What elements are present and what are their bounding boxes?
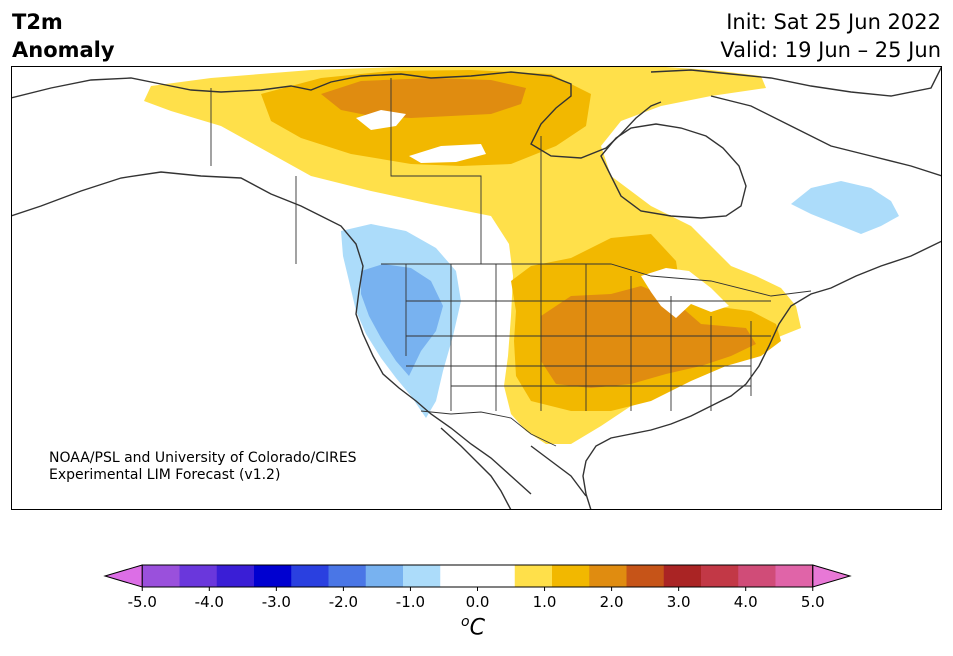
map-frame xyxy=(11,66,942,510)
colorbar-cells xyxy=(103,564,852,588)
cool-anomaly-layer xyxy=(341,181,899,418)
unit-degree: o xyxy=(461,614,470,630)
map-title: T2m Anomaly xyxy=(12,8,115,64)
colorbar-cell xyxy=(142,565,180,587)
political-boundaries xyxy=(210,78,812,447)
credit-line-2: Experimental LIM Forecast (v1.2) xyxy=(49,467,281,483)
mexico-coast xyxy=(440,427,587,510)
colorbar-cell xyxy=(403,565,441,587)
init-date: Init: Sat 25 Jun 2022 xyxy=(726,10,941,34)
colorbar-cell xyxy=(254,565,292,587)
arctic-islands xyxy=(650,66,942,177)
colorbar-min-extend xyxy=(103,564,143,588)
colorbar-tick-label: 5.0 xyxy=(801,593,825,611)
colorbar-tick-label: -2.0 xyxy=(329,593,358,611)
great-lakes xyxy=(641,268,729,318)
hudson-bay-coast xyxy=(600,123,747,219)
colorbar-cell xyxy=(216,565,255,587)
atlantic-gulf-coast xyxy=(582,240,942,510)
canadian-provinces xyxy=(210,78,542,264)
victoria-island-patch xyxy=(356,110,406,130)
west-coast xyxy=(11,71,662,159)
colorbar-tick-label: 3.0 xyxy=(667,593,691,611)
colorbar-cell xyxy=(440,565,478,587)
colorbar-tick-label: -4.0 xyxy=(195,593,224,611)
colorbar-tick-label: 2.0 xyxy=(600,593,624,611)
unplotted-patches xyxy=(356,110,729,318)
colorbar-cell xyxy=(514,565,553,587)
pacific-coast xyxy=(11,171,532,495)
colorbar-cell xyxy=(179,565,218,587)
colorbar-unit-label: oC xyxy=(461,614,485,641)
colorbar-tick-label: -3.0 xyxy=(262,593,291,611)
colorbar-tick-label: -1.0 xyxy=(396,593,425,611)
warm-1-5-region xyxy=(321,78,756,388)
colorbar-cell xyxy=(626,565,665,587)
cool-1-0-west xyxy=(361,264,443,376)
colorbar-cell xyxy=(738,565,776,587)
anomaly-map xyxy=(11,66,942,510)
data-credit: NOAA/PSL and University of Colorado/CIRE… xyxy=(49,450,357,484)
valid-date-range: Valid: 19 Jun – 25 Jun xyxy=(720,38,941,62)
cool-0-5-quebec xyxy=(791,181,899,234)
colorbar-tick-label: 4.0 xyxy=(734,593,758,611)
us-state-lines xyxy=(405,264,771,411)
colorbar-tick-labels: -5.0 -4.0 -3.0 -2.0 -1.0 0.0 1.0 2.0 3.0 4.0 5.0 xyxy=(128,593,825,611)
colorbar-cell xyxy=(775,565,814,587)
coastlines xyxy=(11,66,942,510)
forecast-dates: Init: Sat 25 Jun 2022 Valid: 19 Jun – 25… xyxy=(720,8,941,64)
title-line-2: Anomaly xyxy=(12,38,115,62)
colorbar-tick-label: -5.0 xyxy=(128,593,157,611)
title-line-1: T2m xyxy=(12,10,63,34)
colorbar-cell xyxy=(291,565,329,587)
colorbar-ticks xyxy=(141,587,814,591)
colorbar-cell xyxy=(552,565,590,587)
colorbar: -5.0 -4.0 -3.0 -2.0 -1.0 0.0 1.0 2.0 3.0 4.0 5.0 xyxy=(103,564,852,611)
colorbar-cell xyxy=(365,565,404,587)
colorbar-max-extend xyxy=(812,564,852,588)
colorbar-cell xyxy=(477,565,516,587)
colorbar-tick-label: 0.0 xyxy=(466,593,490,611)
colorbar-cell xyxy=(701,565,739,587)
canada-us-border xyxy=(381,263,812,297)
credit-line-1: NOAA/PSL and University of Colorado/CIRE… xyxy=(49,450,357,466)
us-mexico-border xyxy=(420,410,557,447)
colorbar-cell xyxy=(589,565,627,587)
colorbar-tick-label: 1.0 xyxy=(533,593,557,611)
hudson-patch xyxy=(409,144,486,163)
colorbar-cell xyxy=(328,565,367,587)
colorbar-cell xyxy=(663,565,702,587)
